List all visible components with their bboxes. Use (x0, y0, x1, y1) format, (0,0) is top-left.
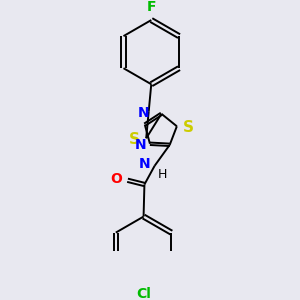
Text: S: S (183, 121, 194, 136)
Text: N: N (137, 106, 149, 119)
Text: F: F (146, 0, 156, 14)
Text: N: N (135, 139, 147, 152)
Text: N: N (139, 157, 150, 171)
Text: Cl: Cl (136, 287, 151, 300)
Text: O: O (111, 172, 122, 186)
Text: H: H (158, 168, 167, 182)
Text: S: S (129, 132, 140, 147)
